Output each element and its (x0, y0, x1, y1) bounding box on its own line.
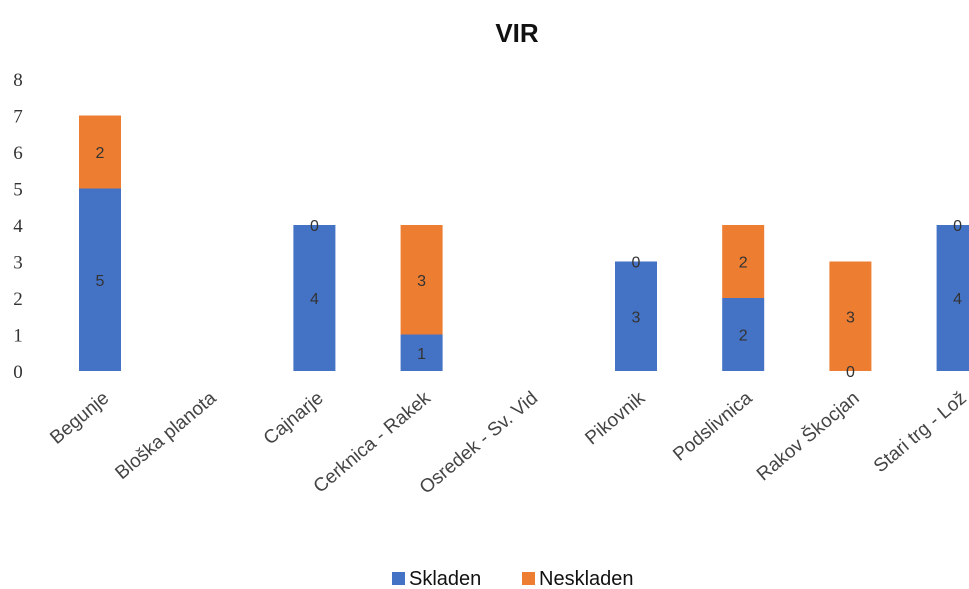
data-label: 0 (632, 255, 641, 272)
chart-title: VIR (495, 18, 539, 48)
bar-neskladen (400, 225, 443, 335)
data-label: 0 (846, 364, 855, 381)
data-label: 5 (96, 273, 105, 290)
bar-skladen (79, 188, 121, 371)
x-tick-label: Cajnarje (260, 388, 328, 450)
bar-skladen (293, 225, 336, 371)
y-tick-label: 8 (13, 70, 23, 91)
y-tick-label: 2 (13, 289, 23, 310)
y-tick-label: 4 (13, 216, 23, 237)
x-tick-label: Osredek - Sv. Vid (416, 388, 542, 499)
bar-skladen (936, 225, 969, 371)
y-tick-label: 3 (13, 253, 23, 274)
bar-skladen (615, 261, 657, 371)
data-label: 2 (96, 145, 105, 162)
bar-neskladen (829, 261, 872, 371)
bars (79, 115, 969, 371)
y-tick-label: 5 (13, 180, 23, 201)
legend-label-skladen: Skladen (409, 568, 481, 589)
data-label: 2 (739, 328, 748, 345)
data-label: 4 (310, 291, 319, 308)
legend: Skladen Neskladen (392, 568, 634, 589)
data-label: 2 (739, 255, 748, 272)
data-label: 3 (846, 309, 855, 326)
data-label: 0 (953, 218, 962, 235)
data-label: 3 (632, 309, 641, 326)
x-tick-label: Rakov Škocjan (752, 387, 863, 485)
y-tick-label: 0 (13, 362, 23, 383)
y-tick-label: 1 (13, 326, 23, 347)
y-axis: 0 1 2 3 4 5 6 7 8 (13, 70, 23, 383)
bar-neskladen (722, 225, 765, 298)
data-label: 1 (417, 346, 426, 363)
legend-swatch-skladen (392, 572, 405, 585)
data-labels: 5 2 4 0 1 3 3 0 2 2 0 3 4 0 (96, 145, 963, 381)
legend-swatch-neskladen (522, 572, 535, 585)
y-tick-label: 6 (13, 143, 23, 164)
bar-neskladen (79, 115, 121, 189)
x-tick-label: Pikovnik (582, 387, 650, 449)
x-tick-label: Podslivnica (669, 387, 756, 465)
data-label: 0 (310, 218, 319, 235)
y-tick-label: 7 (13, 107, 23, 128)
x-tick-label: Stari trg - Lož (870, 388, 969, 477)
x-tick-label: Begunje (46, 388, 113, 449)
bar-skladen (400, 334, 443, 371)
x-tick-label: Bloška planota (111, 387, 220, 483)
legend-label-neskladen: Neskladen (539, 568, 634, 589)
data-label: 4 (953, 291, 962, 308)
bar-skladen (722, 298, 765, 371)
data-label: 3 (417, 273, 426, 290)
